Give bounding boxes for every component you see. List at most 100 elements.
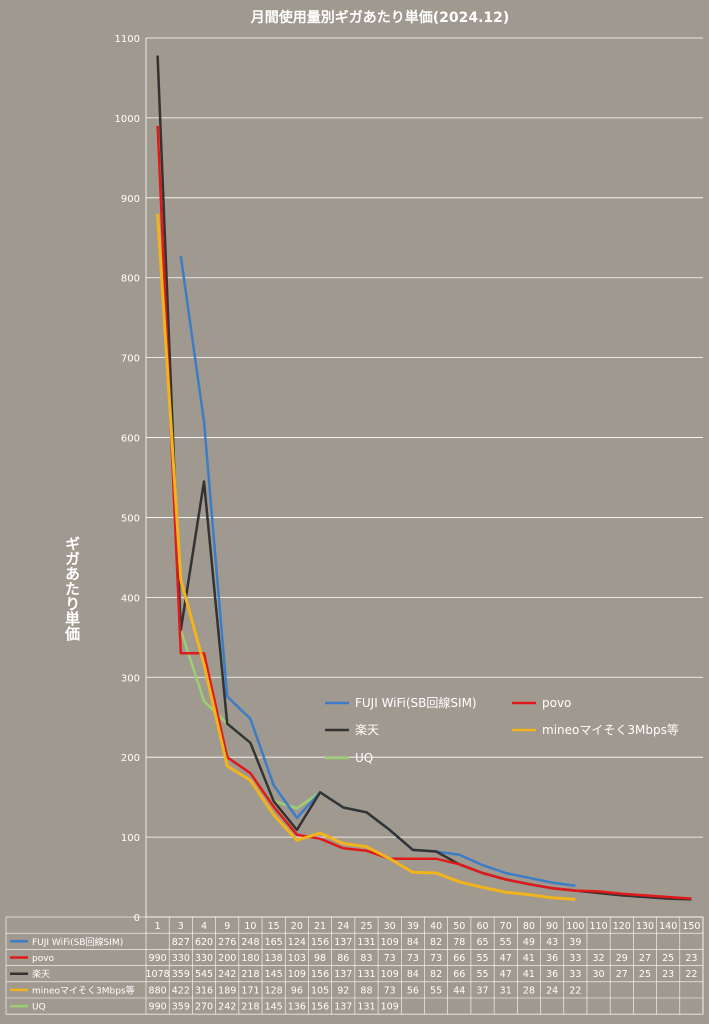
data-label: 41 [523,969,535,980]
data-label: 41 [523,953,535,964]
data-label: 55 [430,985,442,996]
table-row-label: UQ [32,1003,46,1013]
x-tick-label: 30 [384,921,396,932]
chart-title: 月間使用量別ギガあたり単価(2024.12) [250,9,510,26]
data-label: 44 [453,985,465,996]
data-label: 545 [195,969,213,980]
data-label: 92 [337,985,349,996]
data-label: 39 [569,937,581,948]
legend-entry: povo [542,696,571,710]
legend-entry: 楽天 [355,723,379,737]
data-label: 82 [430,937,442,948]
data-label: 145 [265,969,283,980]
data-label: 137 [334,1002,352,1013]
data-label: 124 [288,937,306,948]
x-tick-label: 70 [500,921,512,932]
data-label: 30 [593,969,605,980]
x-tick-label: 39 [407,921,419,932]
x-tick-label: 40 [430,921,442,932]
data-label: 22 [685,969,697,980]
y-tick-label: 800 [121,274,140,285]
data-label: 33 [569,953,581,964]
data-label: 28 [523,985,535,996]
data-label: 47 [500,953,512,964]
data-label: 66 [453,953,465,964]
x-tick-label: 25 [360,921,372,932]
data-label: 189 [218,985,236,996]
data-label: 49 [523,937,535,948]
x-tick-label: 90 [546,921,558,932]
series-line-3 [156,213,576,901]
x-tick-label: 4 [201,921,207,932]
data-label: 73 [407,953,419,964]
data-label: 25 [639,969,651,980]
series-line-1 [156,125,692,900]
data-label: 98 [314,953,326,964]
data-label: 83 [360,953,372,964]
data-label: 156 [311,969,329,980]
table-row-label: povo [32,954,55,964]
x-tick-label: 50 [453,921,465,932]
data-label: 242 [218,1002,236,1013]
data-label: 138 [265,953,283,964]
series-lines [156,55,692,901]
data-label: 23 [685,953,697,964]
data-label: 137 [334,969,352,980]
data-label: 276 [218,937,236,948]
data-label: 86 [337,953,349,964]
y-tick-label: 0 [134,913,140,924]
data-label: 88 [360,985,372,996]
data-label: 27 [616,969,628,980]
data-label: 145 [265,1002,283,1013]
data-table: 1 3 4 9 10 15 20 21 24 25 30 39 40 50 60 70 80 90 100 110 12… [5,916,704,1015]
y-tick-label: 1100 [115,34,140,45]
data-label: 22 [569,985,581,996]
data-label: 33 [569,969,581,980]
data-label: 270 [195,1002,213,1013]
x-tick-label: 3 [178,921,184,932]
data-label: 47 [500,969,512,980]
series-line-2 [156,55,692,901]
data-label: 25 [662,953,674,964]
y-tick-label: 600 [121,434,140,445]
data-label: 990 [149,1002,167,1013]
x-tick-label: 150 [682,921,700,932]
y-tick-label: 200 [121,753,140,764]
x-tick-label: 100 [566,921,584,932]
legend: FUJI WiFi(SB回線SIM) povo 楽天 mineoマイそく3Mbps等 U… [325,695,679,765]
data-label: 180 [241,953,259,964]
data-label: 422 [172,985,190,996]
data-label: 24 [546,985,558,996]
data-label: 131 [357,937,375,948]
data-label: 242 [218,969,236,980]
data-label: 990 [149,953,167,964]
x-tick-label: 80 [523,921,535,932]
data-label: 330 [195,953,213,964]
data-label: 36 [546,969,558,980]
data-label: 218 [241,1002,259,1013]
data-label: 55 [476,953,488,964]
data-label: 27 [639,953,651,964]
x-tick-label: 1 [155,921,161,932]
data-label: 73 [384,985,396,996]
y-tick-label: 500 [121,513,140,524]
x-tick-label: 15 [268,921,280,932]
data-label: 31 [500,985,512,996]
data-label: 65 [476,937,488,948]
data-label: 73 [384,953,396,964]
y-tick-label: 1000 [115,114,140,125]
x-tick-label: 120 [613,921,631,932]
data-label: 109 [288,969,306,980]
x-tick-label: 24 [337,921,349,932]
data-label: 36 [546,953,558,964]
data-label: 1078 [146,969,170,980]
x-tick-label: 21 [314,921,326,932]
data-label: 105 [311,985,329,996]
x-tick-label: 140 [659,921,677,932]
data-label: 43 [546,937,558,948]
table-row-label: FUJI WiFi(SB回線SIM) [32,936,123,948]
data-label: 171 [241,985,259,996]
data-label: 73 [430,953,442,964]
x-tick-label: 10 [244,921,256,932]
